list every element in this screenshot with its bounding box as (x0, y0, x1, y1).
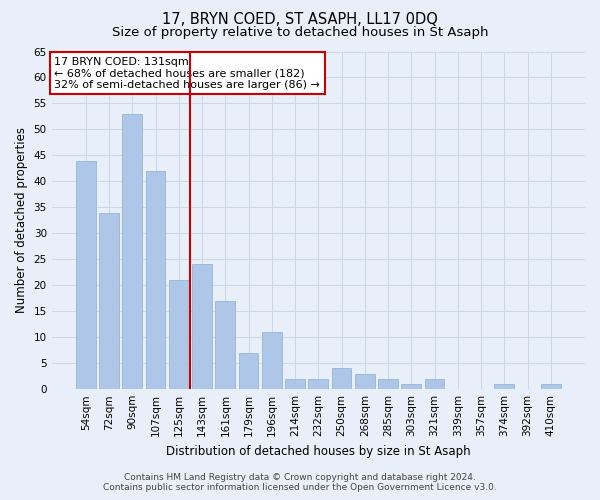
Bar (76, 160, 95, 389)
Bar (99, 212, 119, 389)
Bar (401, 384, 421, 389)
Bar (378, 379, 398, 389)
Text: 17 BRYN COED: 131sqm
← 68% of detached houses are smaller (182)
32% of semi-deta: 17 BRYN COED: 131sqm ← 68% of detached h… (55, 56, 320, 90)
Bar (425, 379, 445, 389)
Bar (169, 280, 188, 389)
Text: Size of property relative to detached houses in St Asaph: Size of property relative to detached ho… (112, 26, 488, 39)
Bar (146, 171, 166, 389)
Bar (262, 332, 282, 389)
Text: Contains HM Land Registry data © Crown copyright and database right 2024.
Contai: Contains HM Land Registry data © Crown c… (103, 473, 497, 492)
Bar (122, 114, 142, 389)
Bar (355, 374, 375, 389)
Y-axis label: Number of detached properties: Number of detached properties (15, 128, 28, 314)
Bar (285, 379, 305, 389)
Text: 17, BRYN COED, ST ASAPH, LL17 0DQ: 17, BRYN COED, ST ASAPH, LL17 0DQ (162, 12, 438, 28)
Bar (239, 353, 259, 389)
Bar (541, 384, 561, 389)
Bar (494, 384, 514, 389)
Bar (308, 379, 328, 389)
Bar (332, 368, 352, 389)
Bar (215, 301, 235, 389)
Bar (192, 264, 212, 389)
X-axis label: Distribution of detached houses by size in St Asaph: Distribution of detached houses by size … (166, 444, 470, 458)
